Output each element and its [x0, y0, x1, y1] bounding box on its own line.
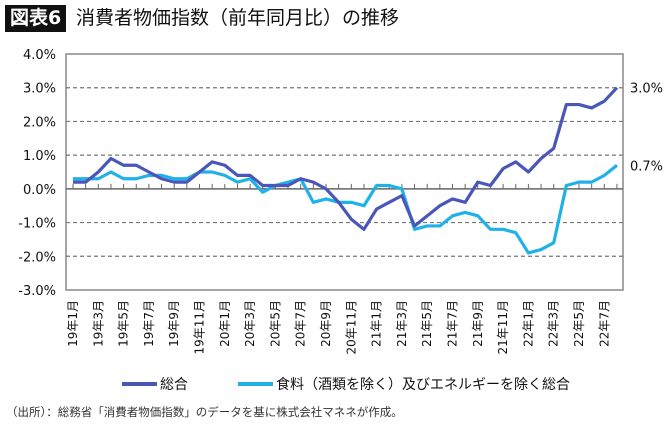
series-line: [73, 164, 618, 255]
plot-frame: [65, 53, 624, 291]
x-tick-label: 20年9月: [319, 300, 333, 347]
end-value-label: 0.7%: [630, 159, 663, 174]
x-tick-label: 20年11月: [344, 300, 358, 355]
x-tick-label: 19年11月: [193, 300, 207, 355]
x-tick-label: 19年7月: [142, 300, 156, 347]
x-tick-label: 22年5月: [572, 300, 586, 347]
x-tick-label: 19年3月: [91, 300, 105, 347]
y-tick-label: -3.0%: [18, 284, 56, 299]
x-tick-label: 20年7月: [294, 300, 308, 347]
x-tick-label: 19年9月: [167, 300, 181, 347]
x-tick-label: 19年5月: [117, 300, 131, 347]
x-tick-label: 20年5月: [268, 300, 282, 347]
x-tick-label: 22年7月: [597, 300, 611, 347]
x-tick-label: 19年1月: [66, 300, 80, 347]
y-tick-label: 2.0%: [23, 115, 56, 130]
end-value-label: 3.0%: [630, 82, 663, 97]
x-tick-label: 22年1月: [521, 300, 535, 347]
y-tick-label: 1.0%: [23, 149, 56, 164]
x-tick-label: 20年1月: [218, 300, 232, 347]
x-tick-label: 20年3月: [243, 300, 257, 347]
x-tick-label: 21年1月: [370, 300, 384, 347]
y-tick-label: -1.0%: [18, 217, 56, 232]
figure-number: 図表6: [5, 5, 67, 32]
x-tick-label: 21年9月: [471, 300, 485, 347]
y-tick-label: -2.0%: [18, 250, 56, 265]
y-tick-label: 4.0%: [23, 48, 56, 63]
source-note: （出所）：総務省「消費者物価指数」のデータを基に株式会社マネネが作成。: [6, 405, 403, 419]
chart-title: 消費者物価指数（前年同月比）の推移: [76, 7, 400, 29]
x-tick-label: 21年7月: [446, 300, 460, 347]
series-line: [73, 86, 619, 231]
legend-label: 総合: [160, 377, 188, 393]
y-tick-label: 3.0%: [23, 82, 56, 97]
x-tick-label: 21年3月: [395, 300, 409, 347]
legend-label: 食料（酒類を除く）及びエネルギーを除く総合: [276, 376, 570, 393]
x-tick-label: 22年3月: [547, 300, 561, 347]
y-tick-label: 0.0%: [23, 183, 56, 198]
x-tick-label: 21年11月: [496, 300, 510, 355]
x-tick-label: 21年5月: [420, 300, 434, 347]
